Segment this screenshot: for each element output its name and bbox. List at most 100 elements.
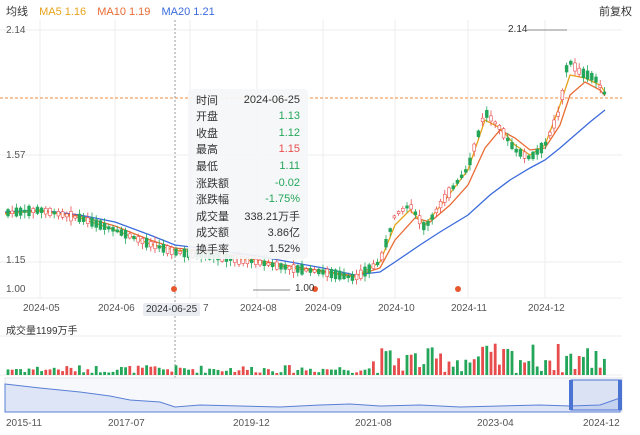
candle <box>535 148 539 155</box>
volume-bar <box>464 359 468 375</box>
volume-bar <box>603 358 606 375</box>
volume-bar <box>304 370 308 375</box>
crosshair-date-label: 2024-06-25 <box>143 303 201 316</box>
volume-bar <box>552 370 556 375</box>
volume-bar <box>153 366 157 375</box>
volume-bar <box>271 371 274 375</box>
candle <box>346 275 350 279</box>
candle <box>422 222 426 231</box>
volume-bar <box>506 348 510 375</box>
candle <box>6 209 10 217</box>
x-label: 2024-12 <box>528 303 565 314</box>
tooltip-label: 成交额 <box>196 227 229 240</box>
volume-bar <box>212 369 216 375</box>
volume-bar <box>502 349 505 375</box>
tooltip-label: 时间 <box>196 94 218 107</box>
overview-label: 2021-08 <box>355 418 392 429</box>
adjust-button[interactable]: 前复权 <box>599 6 632 18</box>
candle <box>170 247 174 255</box>
candle <box>556 111 560 117</box>
volume-bar <box>237 370 241 375</box>
volume-bar <box>115 369 119 375</box>
candle <box>514 148 518 153</box>
volume-bar <box>262 368 266 375</box>
overview-label: 2019-12 <box>233 418 270 429</box>
volume-bar <box>498 364 501 375</box>
tooltip-value: 338.21万手 <box>244 210 300 223</box>
candle <box>153 242 157 250</box>
candle <box>140 237 145 244</box>
volume-bar <box>300 367 304 375</box>
candle <box>405 205 409 209</box>
candle <box>590 72 594 81</box>
candle <box>275 261 279 270</box>
event-marker[interactable] <box>455 286 461 292</box>
volume-bar <box>166 369 169 375</box>
y-label-top: 2.14 <box>6 25 26 36</box>
volume-bar <box>325 369 329 375</box>
candle <box>279 263 283 270</box>
tooltip-label: 开盘 <box>196 111 218 124</box>
overview-right-handle[interactable] <box>618 380 622 410</box>
volume-bar <box>195 372 199 375</box>
volume-bar <box>401 370 405 375</box>
volume-bar <box>178 367 182 375</box>
volume-bar <box>86 369 90 375</box>
event-marker[interactable] <box>171 286 177 292</box>
candle <box>401 208 405 212</box>
candle <box>73 215 77 219</box>
volume-bar <box>556 343 560 375</box>
candle <box>39 207 44 214</box>
y-label-bottom: 1.00 <box>6 284 26 295</box>
volume-bar <box>447 361 451 375</box>
volume-bar <box>208 368 211 375</box>
candle <box>119 229 124 236</box>
candle <box>443 194 447 203</box>
candle <box>564 65 569 73</box>
overview-label: 2017-07 <box>108 418 145 429</box>
volume-bar <box>267 369 270 375</box>
candle <box>522 151 527 159</box>
candle <box>69 211 73 222</box>
volume-bar <box>10 369 14 375</box>
candle <box>451 185 455 190</box>
volume-bar <box>426 348 430 375</box>
ma5-label: MA5 1.16 <box>39 6 87 18</box>
candle <box>417 215 422 225</box>
volume-bar <box>233 371 237 375</box>
candle <box>321 269 325 275</box>
volume-bar <box>414 353 417 375</box>
overview-label: 2024-12 <box>583 418 620 429</box>
candle <box>468 157 472 166</box>
candle <box>392 215 397 219</box>
volume-bar <box>409 354 413 375</box>
candle <box>577 67 581 75</box>
volume-bar <box>279 372 283 375</box>
volume-bar <box>309 368 312 375</box>
volume-bar <box>292 372 295 375</box>
tooltip-label: 最低 <box>196 160 218 173</box>
candle <box>90 217 94 227</box>
candle <box>497 125 502 130</box>
overview-left-handle[interactable] <box>569 380 573 410</box>
candle <box>60 211 65 218</box>
volume-bar <box>216 369 220 375</box>
volume-bar <box>111 371 115 375</box>
candle <box>300 264 304 275</box>
tooltip-row: 最高 1.15 <box>196 141 300 158</box>
volume-bar <box>103 371 106 375</box>
overview-window[interactable] <box>570 379 622 411</box>
candle <box>388 228 392 232</box>
candle <box>371 263 376 269</box>
candle <box>18 207 23 216</box>
candle <box>543 141 548 146</box>
candle <box>342 272 346 280</box>
candle <box>598 84 602 88</box>
volume-bar <box>191 369 195 375</box>
volume-bar <box>48 369 52 375</box>
candle <box>480 117 485 122</box>
event-marker[interactable] <box>312 286 318 292</box>
x-label: 2024-11 <box>451 303 487 314</box>
ma20-line <box>4 109 606 276</box>
